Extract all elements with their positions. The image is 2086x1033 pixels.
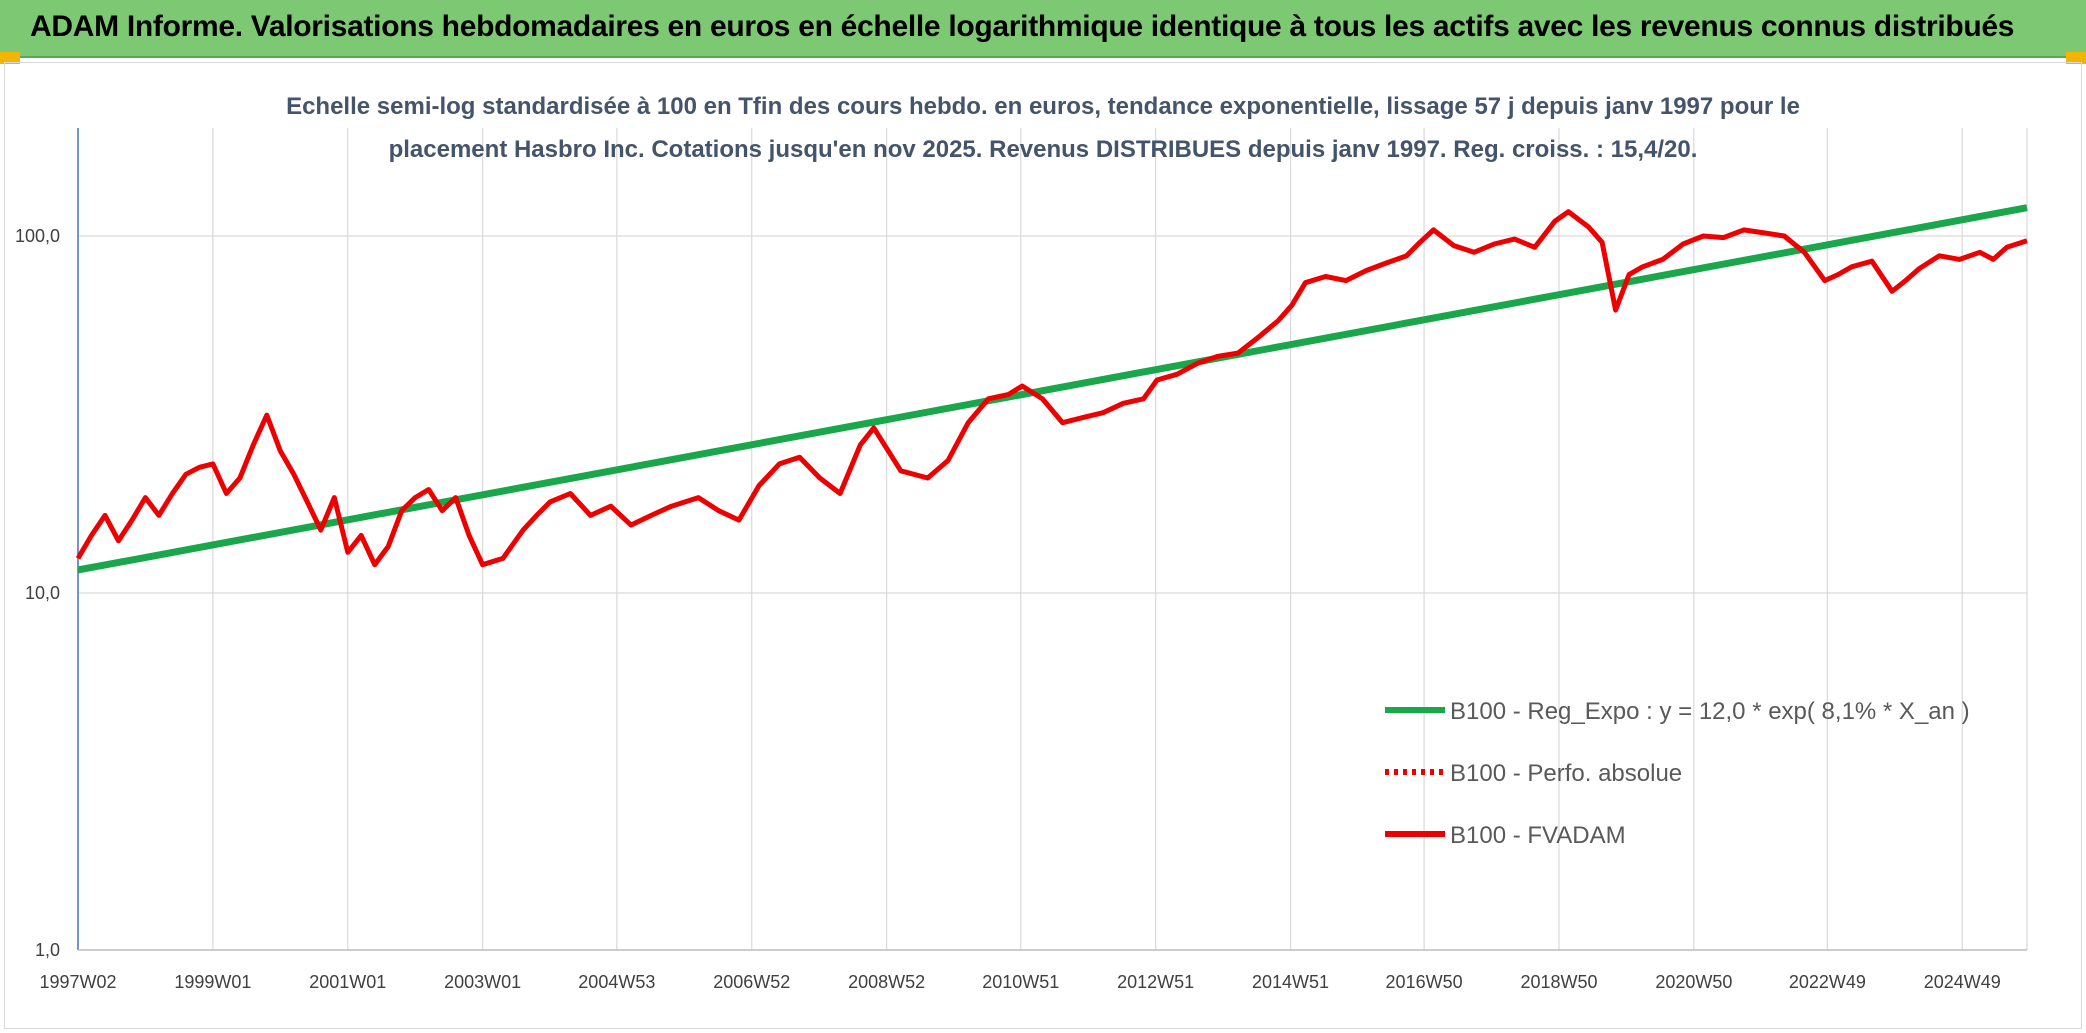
legend-label: B100 - Perfo. absolue [1450,760,1682,787]
x-tick-label: 2010W51 [982,972,1059,992]
trend-line [77,204,2028,574]
report-title: ADAM Informe. Valorisations hebdomadaire… [30,10,2015,43]
x-tick-label: 2003W01 [444,972,521,992]
chart-title-line-2: placement Hasbro Inc. Cotations jusqu'en… [389,136,1698,163]
x-tick-label: 2024W49 [1924,972,2001,992]
price-line [75,209,2028,568]
x-tick-label: 2012W51 [1117,972,1194,992]
corner-accent-right [2066,52,2086,64]
x-tick-label: 2020W50 [1655,972,1732,992]
gridlines [78,128,2028,951]
series-layer [75,204,2028,574]
report-banner: ADAM Informe. Valorisations hebdomadaire… [0,0,2086,58]
y-tick-label: 10,0 [25,583,60,603]
legend-label: B100 - Reg_Expo : y = 12,0 * exp( 8,1% *… [1450,698,1970,725]
x-tick-label: 2008W52 [848,972,925,992]
x-tick-label: 2016W50 [1386,972,1463,992]
chart-frame [4,62,2082,1029]
x-tick-label: 2001W01 [309,972,386,992]
y-tick-label: 1,0 [35,940,60,960]
x-tick-label: 1997W02 [39,972,116,992]
legend: B100 - Reg_Expo : y = 12,0 * exp( 8,1% *… [1385,698,1970,849]
x-tick-label: 2022W49 [1789,972,1866,992]
chart-title-line-1: Echelle semi-log standardisée à 100 en T… [286,93,1800,120]
y-tick-label: 100,0 [15,226,60,246]
x-tick-label: 1999W01 [174,972,251,992]
corner-accent-left [0,52,20,64]
x-tick-label: 2014W51 [1252,972,1329,992]
x-tick-label: 2006W52 [713,972,790,992]
legend-label: B100 - FVADAM [1450,822,1626,849]
x-tick-label: 2004W53 [578,972,655,992]
axis-ticks: 1997W02 1999W01 2001W01 2003W01 2004W53 2006W… [15,226,2001,992]
x-tick-label: 2018W50 [1520,972,1597,992]
